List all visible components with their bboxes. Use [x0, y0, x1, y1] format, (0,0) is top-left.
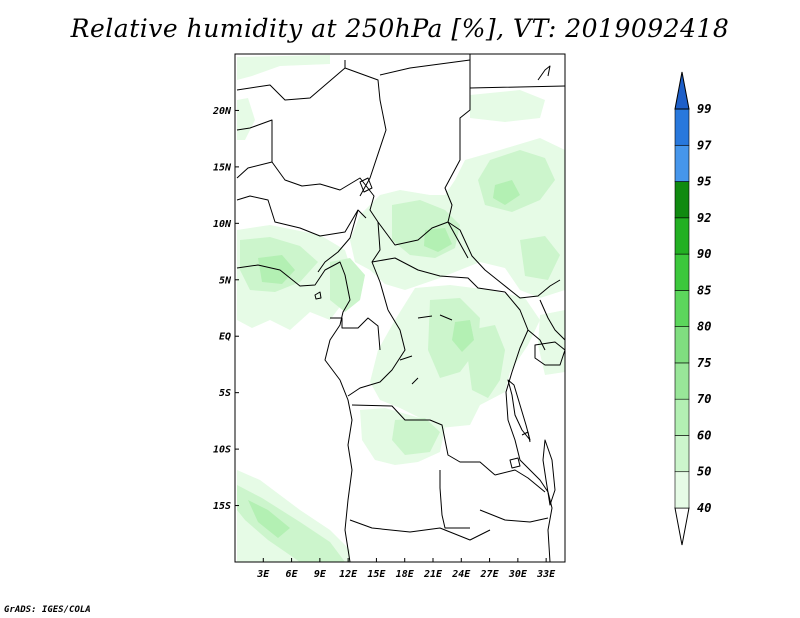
- colorbar-segment: [674, 217, 690, 255]
- map-title: Relative humidity at 250hPa [%], VT: 201…: [70, 14, 730, 43]
- lake-mweru-bangweulu: [509, 431, 531, 469]
- x-tick-label: 24E: [451, 569, 471, 580]
- border-egypt-sudan: [379, 59, 471, 223]
- border-car-drc: [371, 257, 506, 293]
- colorbar-segment: [674, 471, 690, 509]
- border-sudan-south-sudan: [447, 221, 561, 299]
- rh-50-band: [237, 55, 565, 562]
- colorbar-segment: [674, 144, 690, 182]
- y-tick-label: 10N: [213, 219, 232, 230]
- colorbar-segment: [674, 290, 690, 327]
- country-borders: [236, 54, 565, 562]
- y-tick-label: 15S: [213, 501, 231, 512]
- x-tick-label: 12E: [339, 569, 358, 580]
- colorbar-label: 70: [697, 392, 711, 406]
- y-tick-label: 15N: [213, 162, 232, 173]
- colorbar-label: 99: [697, 102, 711, 116]
- coast-bioko: [314, 291, 322, 300]
- border-uganda-kenya: [527, 299, 565, 351]
- colorbar-label: 90: [697, 247, 711, 261]
- x-tick-label: 9E: [314, 569, 327, 580]
- y-axis-ticks: 20N 15N 10N 5N EQ 5S 10S 15S: [212, 106, 239, 512]
- colorbar-segment: [674, 398, 690, 436]
- humidity-shading: [237, 55, 565, 562]
- border-libya-sudan: [344, 67, 387, 197]
- border-nigeria-cameroon: [317, 209, 359, 273]
- lake-chad: [359, 177, 373, 193]
- colorbar-segment: [674, 108, 690, 146]
- x-tick-label: 21E: [423, 569, 443, 580]
- border-gabon: [330, 317, 381, 351]
- x-tick-label: 6E: [286, 569, 299, 580]
- rh-60-band: [237, 150, 560, 562]
- border-zambia-east: [479, 469, 549, 523]
- y-tick-label: 20N: [212, 106, 232, 117]
- sinai-coast: [537, 65, 551, 81]
- x-tick-label: 3E: [256, 569, 270, 580]
- colorbar-label: 75: [697, 356, 711, 370]
- colorbar-label: 85: [697, 283, 711, 297]
- colorbar-label: 92: [697, 211, 711, 225]
- border-namibia: [349, 519, 491, 541]
- x-tick-label: 27E: [480, 569, 500, 580]
- border-chad-sudan: [377, 221, 469, 259]
- colorbar: 40 50 60 70 75 80 85 90 92 95 97 99: [674, 71, 712, 546]
- border-algeria-libya: [236, 60, 346, 101]
- colorbar-label: 97: [697, 138, 712, 152]
- grads-credit: GrADS: IGES/COLA: [4, 605, 91, 615]
- colorbar-top-arrow: [674, 71, 690, 110]
- colorbar-label: 60: [697, 428, 711, 442]
- colorbar-segment: [674, 181, 690, 219]
- y-tick-label: 10S: [213, 445, 231, 456]
- inland-lakes-congo: [399, 314, 453, 385]
- border-angola-zambia: [439, 470, 470, 529]
- border-egypt-north: [469, 54, 565, 89]
- y-tick-label: 5S: [219, 388, 231, 399]
- colorbar-segment: [674, 253, 690, 291]
- border-mali-niger: [236, 119, 273, 179]
- colorbar-label: 40: [697, 501, 711, 515]
- x-tick-label: 33E: [536, 569, 556, 580]
- border-congo-drc: [347, 309, 406, 397]
- colorbar-bottom-arrow: [674, 507, 690, 546]
- y-tick-label: 5N: [219, 275, 232, 286]
- colorbar-label: 50: [697, 465, 711, 479]
- x-tick-label: 15E: [367, 569, 386, 580]
- coastline-west-africa: [236, 261, 353, 562]
- colorbar-label: 80: [697, 320, 711, 334]
- map-frame: [234, 53, 566, 563]
- x-tick-label: 18E: [396, 569, 415, 580]
- x-tick-label: 30E: [508, 569, 528, 580]
- colorbar-label: 95: [697, 175, 711, 189]
- border-angola-drc: [351, 404, 496, 476]
- border-niger-chad: [271, 161, 379, 223]
- y-tick-label: EQ: [219, 332, 231, 343]
- border-nigeria-north: [236, 195, 367, 237]
- lake-tanganyika: [507, 379, 531, 441]
- border-drc-east: [504, 291, 553, 562]
- colorbar-segment: [674, 362, 690, 400]
- lake-victoria: [534, 341, 565, 366]
- colorbar-segment: [674, 435, 690, 473]
- lake-malawi: [542, 439, 556, 506]
- colorbar-segment: [674, 326, 690, 364]
- x-axis-ticks: 3E 6E 9E 12E 15E 18E 21E 24E 27E 30E 33E: [256, 558, 556, 580]
